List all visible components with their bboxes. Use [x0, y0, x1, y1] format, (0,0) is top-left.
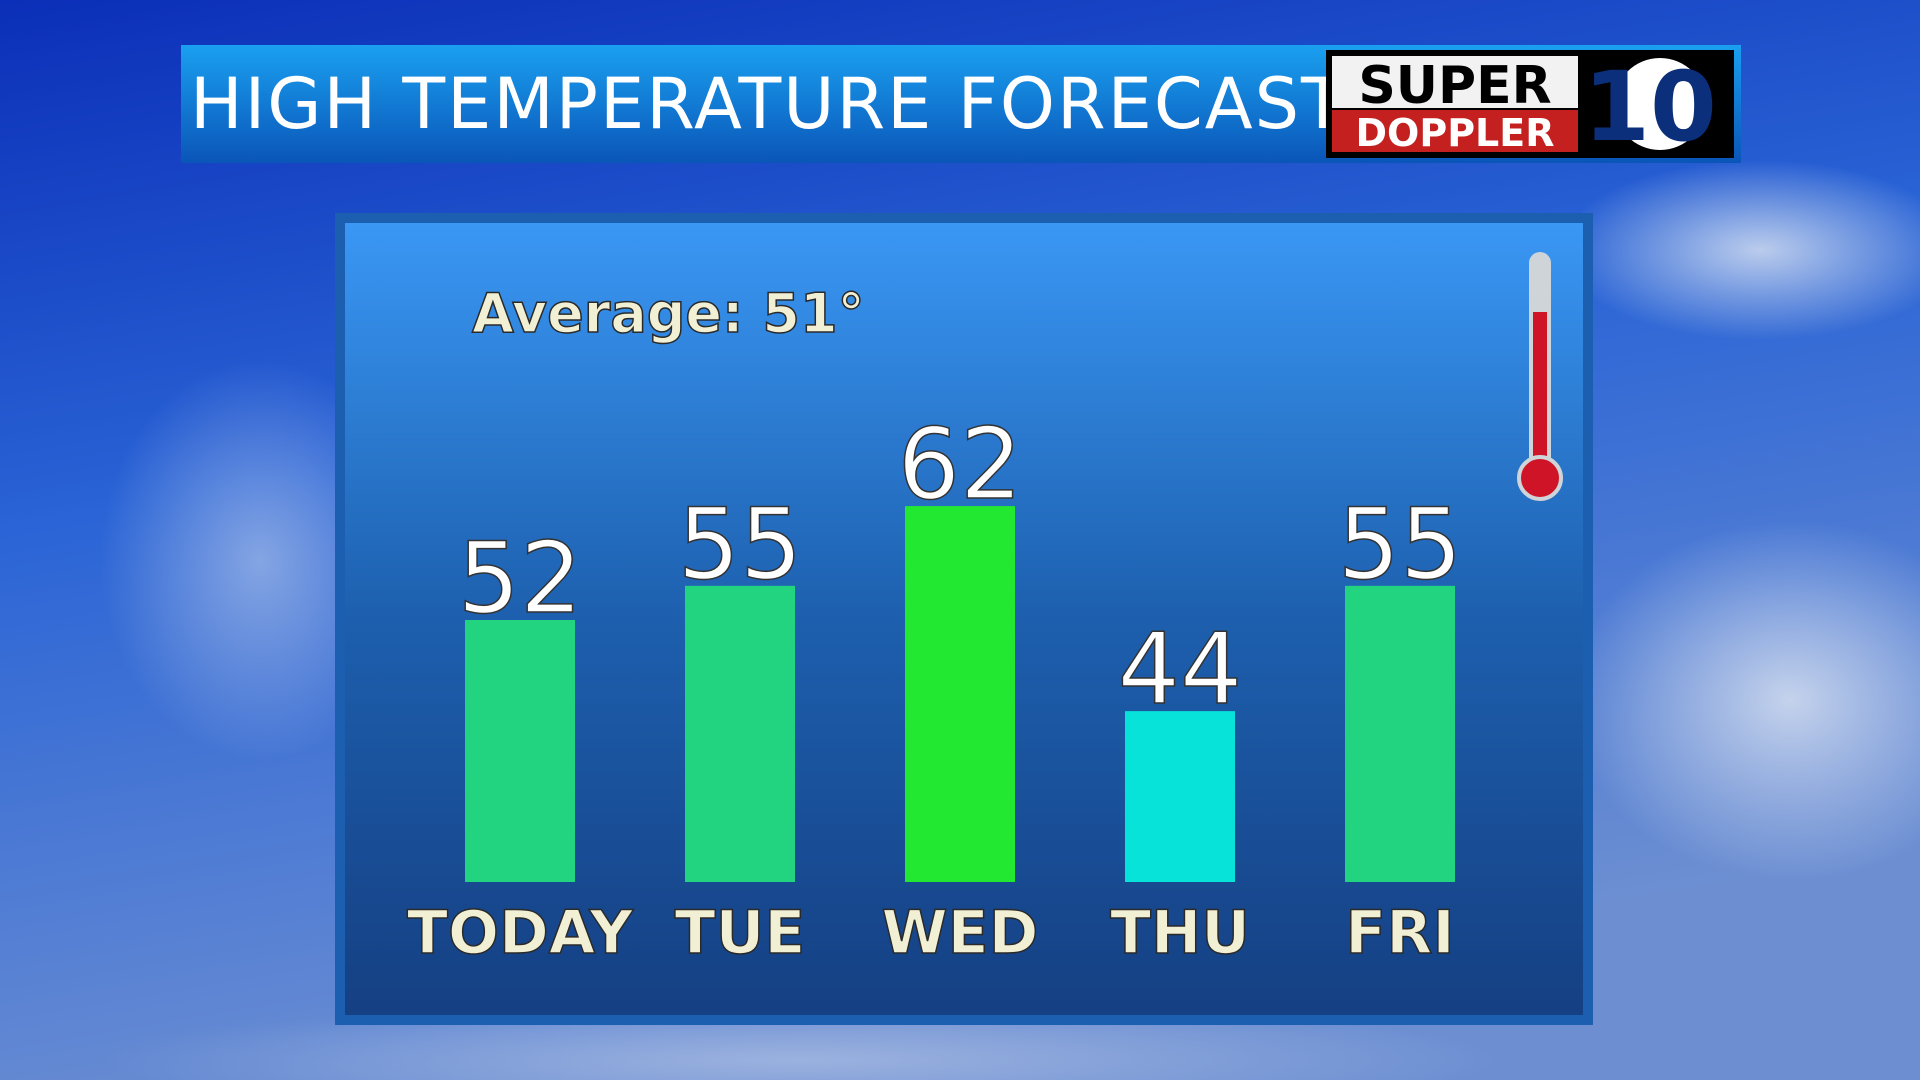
logo-number: 10: [1583, 51, 1717, 163]
x-tick-label: WED: [882, 898, 1039, 968]
bar: [1345, 585, 1455, 882]
x-tick-label: THU: [1110, 898, 1250, 968]
logo-super-bg: [1332, 56, 1578, 108]
value-label: 52: [458, 522, 583, 636]
cloud: [1560, 160, 1920, 340]
bar: [1125, 711, 1235, 882]
bars: TODAY 52 TUE 55 WED 62 THU 44 FRI 55: [406, 407, 1463, 968]
logo-doppler: DOPPLER: [1356, 111, 1555, 155]
thermometer-mercury: [1533, 312, 1547, 472]
value-label: 62: [898, 408, 1023, 522]
logo-doppler-bg: [1332, 110, 1578, 152]
bar: [685, 585, 795, 882]
annotation: Average: 51°: [472, 282, 865, 345]
cloud: [1570, 520, 1920, 880]
chart-title: HIGH TEMPERATURE FORECAST: [190, 63, 1346, 145]
x-tick-label: FRI: [1345, 898, 1455, 968]
x-tick-label: TUE: [675, 898, 806, 968]
bar: [905, 506, 1015, 882]
value-label: 55: [1338, 488, 1463, 602]
logo-circle: [1614, 58, 1706, 150]
value-label: 55: [678, 488, 803, 602]
thermometer-bulb: [1517, 455, 1563, 501]
x-tick-label: TODAY: [407, 898, 634, 968]
logo-super: SUPER: [1358, 56, 1551, 116]
value-label: 44: [1118, 613, 1243, 727]
bar: [465, 620, 575, 882]
